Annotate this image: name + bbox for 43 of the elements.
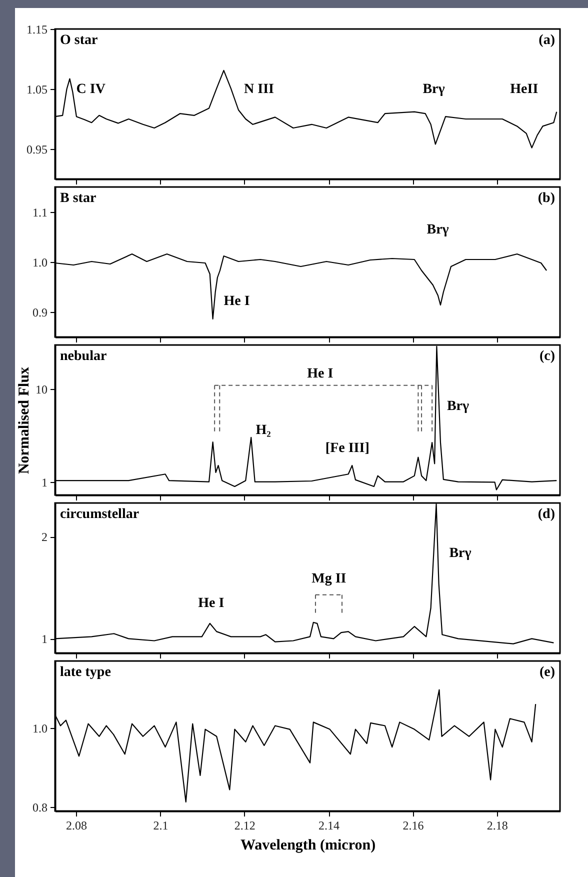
x-tick-label: 2.14 <box>318 818 340 832</box>
annotation: N III <box>244 82 274 97</box>
annotation: He I <box>224 294 250 309</box>
annotation: (c) <box>539 349 556 364</box>
annotation: (e) <box>539 665 556 680</box>
x-tick-label: 2.18 <box>486 818 508 832</box>
annotation: [Fe III] <box>325 441 370 456</box>
annotation: He I <box>307 366 334 382</box>
annotation: Brγ <box>449 546 472 561</box>
annotation: HeII <box>510 82 538 97</box>
annotation: late type <box>60 665 111 680</box>
y-tick-label: 1.05 <box>26 82 48 96</box>
annotation: O star <box>60 33 98 48</box>
y-tick-label: 10 <box>36 382 48 397</box>
annotation: Mg II <box>312 571 346 586</box>
y-tick-label: 1 <box>42 632 48 646</box>
annotation: (d) <box>538 507 556 522</box>
annotation: Brγ <box>426 222 450 238</box>
y-tick-label: 1.0 <box>32 722 48 736</box>
annotation: Brγ <box>446 398 470 414</box>
annotation: He I <box>198 596 224 612</box>
y-tick-label: 0.8 <box>32 800 48 815</box>
x-tick-label: 2.12 <box>234 818 256 832</box>
annotation: (a) <box>538 33 556 48</box>
annotation: B star <box>60 191 96 206</box>
y-tick-label: 2 <box>42 530 48 544</box>
annotation: (b) <box>538 191 556 206</box>
y-tick-label: 1.1 <box>32 206 48 220</box>
y-tick-label: 1.15 <box>26 22 48 36</box>
annotation: nebular <box>60 349 107 364</box>
x-tick-label: 2.1 <box>153 818 168 832</box>
y-axis-title: Normalised Flux <box>16 366 32 474</box>
y-tick-label: 1 <box>42 475 48 490</box>
annotation: circumstellar <box>60 507 140 522</box>
annotation: H₂ <box>256 423 271 438</box>
y-tick-label: 0.9 <box>32 306 48 320</box>
x-tick-label: 2.16 <box>402 818 424 832</box>
x-tick-label: 2.08 <box>66 818 88 832</box>
annotation: Brγ <box>422 82 446 97</box>
annotation: C IV <box>76 82 106 97</box>
y-tick-label: 1.0 <box>32 256 48 270</box>
x-axis-title: Wavelength (micron) <box>240 838 376 854</box>
y-tick-label: 0.95 <box>26 142 48 156</box>
